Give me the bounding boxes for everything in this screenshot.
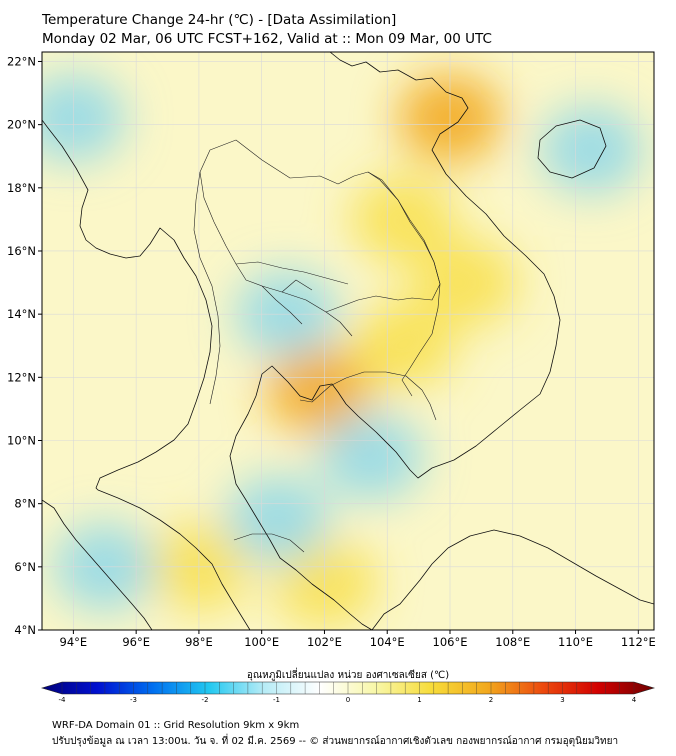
lon-tick-label: 96°E bbox=[122, 635, 150, 649]
colorbar-tick-label: -1 bbox=[273, 696, 280, 704]
lat-tick-label: 10°N bbox=[7, 433, 36, 447]
field-blob-warm bbox=[350, 301, 455, 390]
lat-tick-label: 18°N bbox=[7, 181, 36, 195]
malaysia-border bbox=[233, 533, 305, 553]
map-title: Temperature Change 24-hr (℃) - [Data Ass… bbox=[42, 12, 397, 28]
lat-tick-label: 6°N bbox=[14, 560, 36, 574]
colorbar-tick-label: -2 bbox=[202, 696, 209, 704]
credit-line: ปรับปรุงข้อมูล ณ เวลา 13:00น. วัน จ. ที่… bbox=[52, 736, 619, 747]
colorbar-tick-label: 2 bbox=[489, 696, 493, 704]
latitude-labels: 22°N 20°N 18°N 16°N 14°N 12°N 10°N 8°N 6°N 4°N bbox=[7, 54, 42, 637]
lon-tick-label: 102°E bbox=[307, 635, 342, 649]
colorbar-label: อุณหภูมิเปลี่ยนแปลง หน่วย องศาเซลเซียส (… bbox=[247, 667, 449, 681]
colorbar-tick-label: 1 bbox=[417, 696, 421, 704]
field-blob-cool bbox=[42, 74, 126, 163]
field-blob-warm bbox=[413, 238, 518, 327]
field-blob-cool bbox=[539, 105, 644, 194]
sumatra-coast bbox=[42, 499, 153, 630]
lon-tick-label: 110°E bbox=[558, 635, 593, 649]
lon-tick-label: 104°E bbox=[370, 635, 405, 649]
lat-tick-label: 20°N bbox=[7, 118, 36, 132]
lat-tick-label: 4°N bbox=[14, 623, 36, 637]
map-subtitle: Monday 02 Mar, 06 UTC FCST+162, Valid at… bbox=[42, 31, 492, 47]
myanmar-border bbox=[193, 171, 221, 405]
field-blob-warm bbox=[350, 175, 455, 264]
colorbar-tick-label: -4 bbox=[59, 696, 67, 704]
colorbar-tick-label: -3 bbox=[130, 696, 137, 704]
lat-tick-label: 16°N bbox=[7, 244, 36, 258]
longitude-labels: 94°E 96°E 98°E 100°E 102°E 104°E 106°E 108°E 110… bbox=[60, 630, 656, 649]
lon-tick-label: 94°E bbox=[60, 635, 88, 649]
hainan-island bbox=[537, 119, 607, 179]
province-borders bbox=[235, 261, 353, 337]
map-frame bbox=[41, 51, 655, 631]
field-blob-cool bbox=[225, 475, 330, 564]
colorbar-tick-label: 3 bbox=[560, 696, 564, 704]
lat-tick-label: 22°N bbox=[7, 54, 36, 68]
colorbar-ticks: -4 -3 -2 -1 0 1 2 3 4 bbox=[59, 682, 637, 704]
country-borders bbox=[193, 139, 441, 553]
mainland-coast bbox=[42, 52, 561, 630]
lat-tick-label: 8°N bbox=[14, 497, 36, 511]
lat-tick-label: 14°N bbox=[7, 307, 36, 321]
laos-vietnam-border bbox=[367, 171, 441, 397]
colorbar-tick-label: 4 bbox=[632, 696, 637, 704]
lon-tick-label: 112°E bbox=[621, 635, 656, 649]
lon-tick-label: 98°E bbox=[185, 635, 213, 649]
coastlines bbox=[42, 52, 654, 630]
lon-tick-label: 108°E bbox=[495, 635, 530, 649]
field-blob-cool bbox=[319, 412, 424, 501]
lon-tick-label: 106°E bbox=[433, 635, 468, 649]
colorbar-tick-label: 0 bbox=[346, 696, 350, 704]
cambodia-border bbox=[299, 371, 437, 421]
model-info: WRF-DA Domain 01 :: Grid Resolution 9km … bbox=[52, 720, 300, 731]
lon-tick-label: 100°E bbox=[244, 635, 279, 649]
borneo-coast bbox=[371, 529, 654, 630]
lat-tick-label: 12°N bbox=[7, 370, 36, 384]
temperature-field bbox=[42, 74, 644, 627]
